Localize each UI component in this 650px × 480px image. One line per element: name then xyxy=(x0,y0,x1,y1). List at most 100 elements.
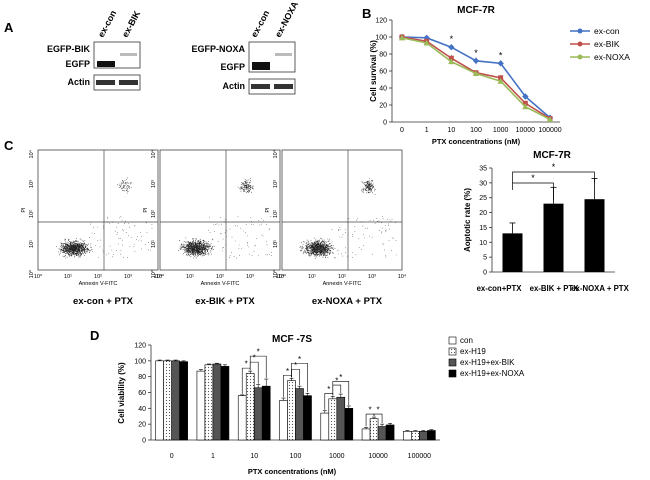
survival-line-chart: MCF-7R 0 20 40 60 80 100 120 0 1 10 100 1000 10000 100… xyxy=(369,5,630,146)
y-tick-label: 10¹ xyxy=(151,240,157,248)
bar xyxy=(253,387,263,441)
bar xyxy=(212,363,222,441)
blot-box xyxy=(248,78,296,95)
legend: ex-con ex-BIK ex-NOXA xyxy=(570,26,630,62)
x-tick-label: 10⁴ xyxy=(398,273,407,280)
flow-plot-label: ex-con + PTX xyxy=(73,296,134,307)
y-tick-label: 15 xyxy=(479,225,487,232)
y-tick-label: 10⁰ xyxy=(28,269,35,278)
x-tick-label: 0 xyxy=(170,453,174,460)
bar xyxy=(196,370,206,441)
x-tick-label: 1000 xyxy=(493,127,509,134)
y-axis-label: PI xyxy=(143,207,149,213)
plot-frame xyxy=(281,149,403,271)
significance-mark: * xyxy=(474,48,478,58)
band-label: EGFP-NOXA xyxy=(191,44,245,54)
legend-label: ex-H19 xyxy=(460,347,486,356)
band-label: EGFP-BIK xyxy=(47,44,91,54)
bar xyxy=(584,199,605,272)
bar xyxy=(403,430,412,441)
significance-bracket xyxy=(332,381,350,405)
y-tick-label: 100 xyxy=(134,358,146,365)
lane-label: ex-con xyxy=(96,9,118,39)
bar xyxy=(295,388,304,441)
y-tick-label: 10 xyxy=(479,240,487,247)
chart-title: MCF-7R xyxy=(457,5,496,16)
chart-title: MCF-7R xyxy=(533,150,572,161)
y-tick-label: 0 xyxy=(383,120,387,127)
plot-frame xyxy=(37,149,159,271)
y-tick-label: 30 xyxy=(479,180,487,187)
y-tick-label: 80 xyxy=(379,52,387,59)
data-point xyxy=(546,116,554,122)
bar xyxy=(171,360,180,441)
significance-mark: * xyxy=(253,354,256,363)
data-point xyxy=(398,34,406,41)
bar xyxy=(344,408,354,441)
y-tick-label: 10⁴ xyxy=(28,149,35,158)
y-tick-label: 10³ xyxy=(151,180,157,188)
band xyxy=(251,84,270,89)
data-point xyxy=(497,60,504,67)
x-tick-label: 100000 xyxy=(538,127,561,134)
significance-bracket xyxy=(373,413,383,424)
y-tick-label: 20 xyxy=(379,103,387,110)
y-tick-label: 10⁴ xyxy=(150,149,157,158)
panel-a: A ex-con ex-BIK EGFP-BIK EGFP Actin ex-c… xyxy=(4,0,300,95)
legend-marker xyxy=(577,54,583,60)
legend-label: ex-H19+ex-NOXA xyxy=(460,369,525,378)
significance-mark: * xyxy=(499,50,503,60)
data-point xyxy=(497,78,504,84)
significance-bracket xyxy=(512,182,554,200)
bar xyxy=(385,424,395,441)
x-tick-label: 10¹ xyxy=(308,274,316,280)
significance-mark: * xyxy=(377,406,380,415)
bar xyxy=(377,426,387,441)
y-tick-label: 10⁰ xyxy=(150,269,157,278)
plot-frame xyxy=(159,149,281,271)
band-label: Actin xyxy=(223,81,246,91)
significance-mark: * xyxy=(257,348,260,357)
data-point xyxy=(472,57,480,64)
band xyxy=(274,84,293,89)
band xyxy=(97,61,115,67)
x-tick-label: 10 xyxy=(250,453,258,460)
x-tick-label: 10¹ xyxy=(64,274,72,280)
x-tick-label: 10000 xyxy=(368,453,388,460)
bar xyxy=(543,203,564,272)
legend-marker xyxy=(577,41,583,47)
panel-b: B MCF-7R 0 20 40 60 80 100 120 0 1 10 100 1000 10000 1… xyxy=(362,5,630,146)
bar xyxy=(328,398,338,441)
x-axis-label: Annexin V-FITC xyxy=(201,281,240,287)
band xyxy=(120,53,137,56)
x-tick-label: 10³ xyxy=(124,274,132,280)
y-axis-label: Cell viability (%) xyxy=(117,362,126,424)
x-tick-label: 100000 xyxy=(408,453,431,460)
y-axis-label: PI xyxy=(265,207,271,213)
bar xyxy=(320,412,330,441)
bar xyxy=(163,360,172,441)
y-tick-label: 60 xyxy=(379,69,387,76)
y-tick-label: 10² xyxy=(273,210,279,218)
significance-mark: * xyxy=(450,34,454,44)
y-tick-label: 100 xyxy=(375,35,387,42)
panel-d: D MCF -7S 0 20 40 60 80 100 120 0 1 10 100 1000 10000… xyxy=(90,328,525,476)
significance-mark: * xyxy=(245,360,248,369)
data-point xyxy=(522,100,528,106)
y-tick-label: 35 xyxy=(479,166,487,173)
x-tick-label: 1 xyxy=(425,127,429,134)
x-tick-label: 10000 xyxy=(516,127,536,134)
event-dots xyxy=(56,177,153,259)
significance-mark: * xyxy=(298,355,301,364)
data-point xyxy=(448,55,454,61)
event-dots xyxy=(178,178,275,259)
band xyxy=(252,62,270,70)
x-tick-label: 100 xyxy=(470,127,482,134)
x-axis-label: PTX concentrations (nM) xyxy=(248,467,337,476)
y-tick-label: 10⁴ xyxy=(272,149,279,158)
y-tick-label: 10² xyxy=(29,210,35,218)
apoptosis-bar-chart: MCF-7R 0 5 10 15 20 25 30 35 Aoptotic rate (%) ex-… xyxy=(463,150,630,293)
legend: con ex-H19 ex-H19+ex-BIK ex-H19+ex-NOXA xyxy=(448,336,525,378)
